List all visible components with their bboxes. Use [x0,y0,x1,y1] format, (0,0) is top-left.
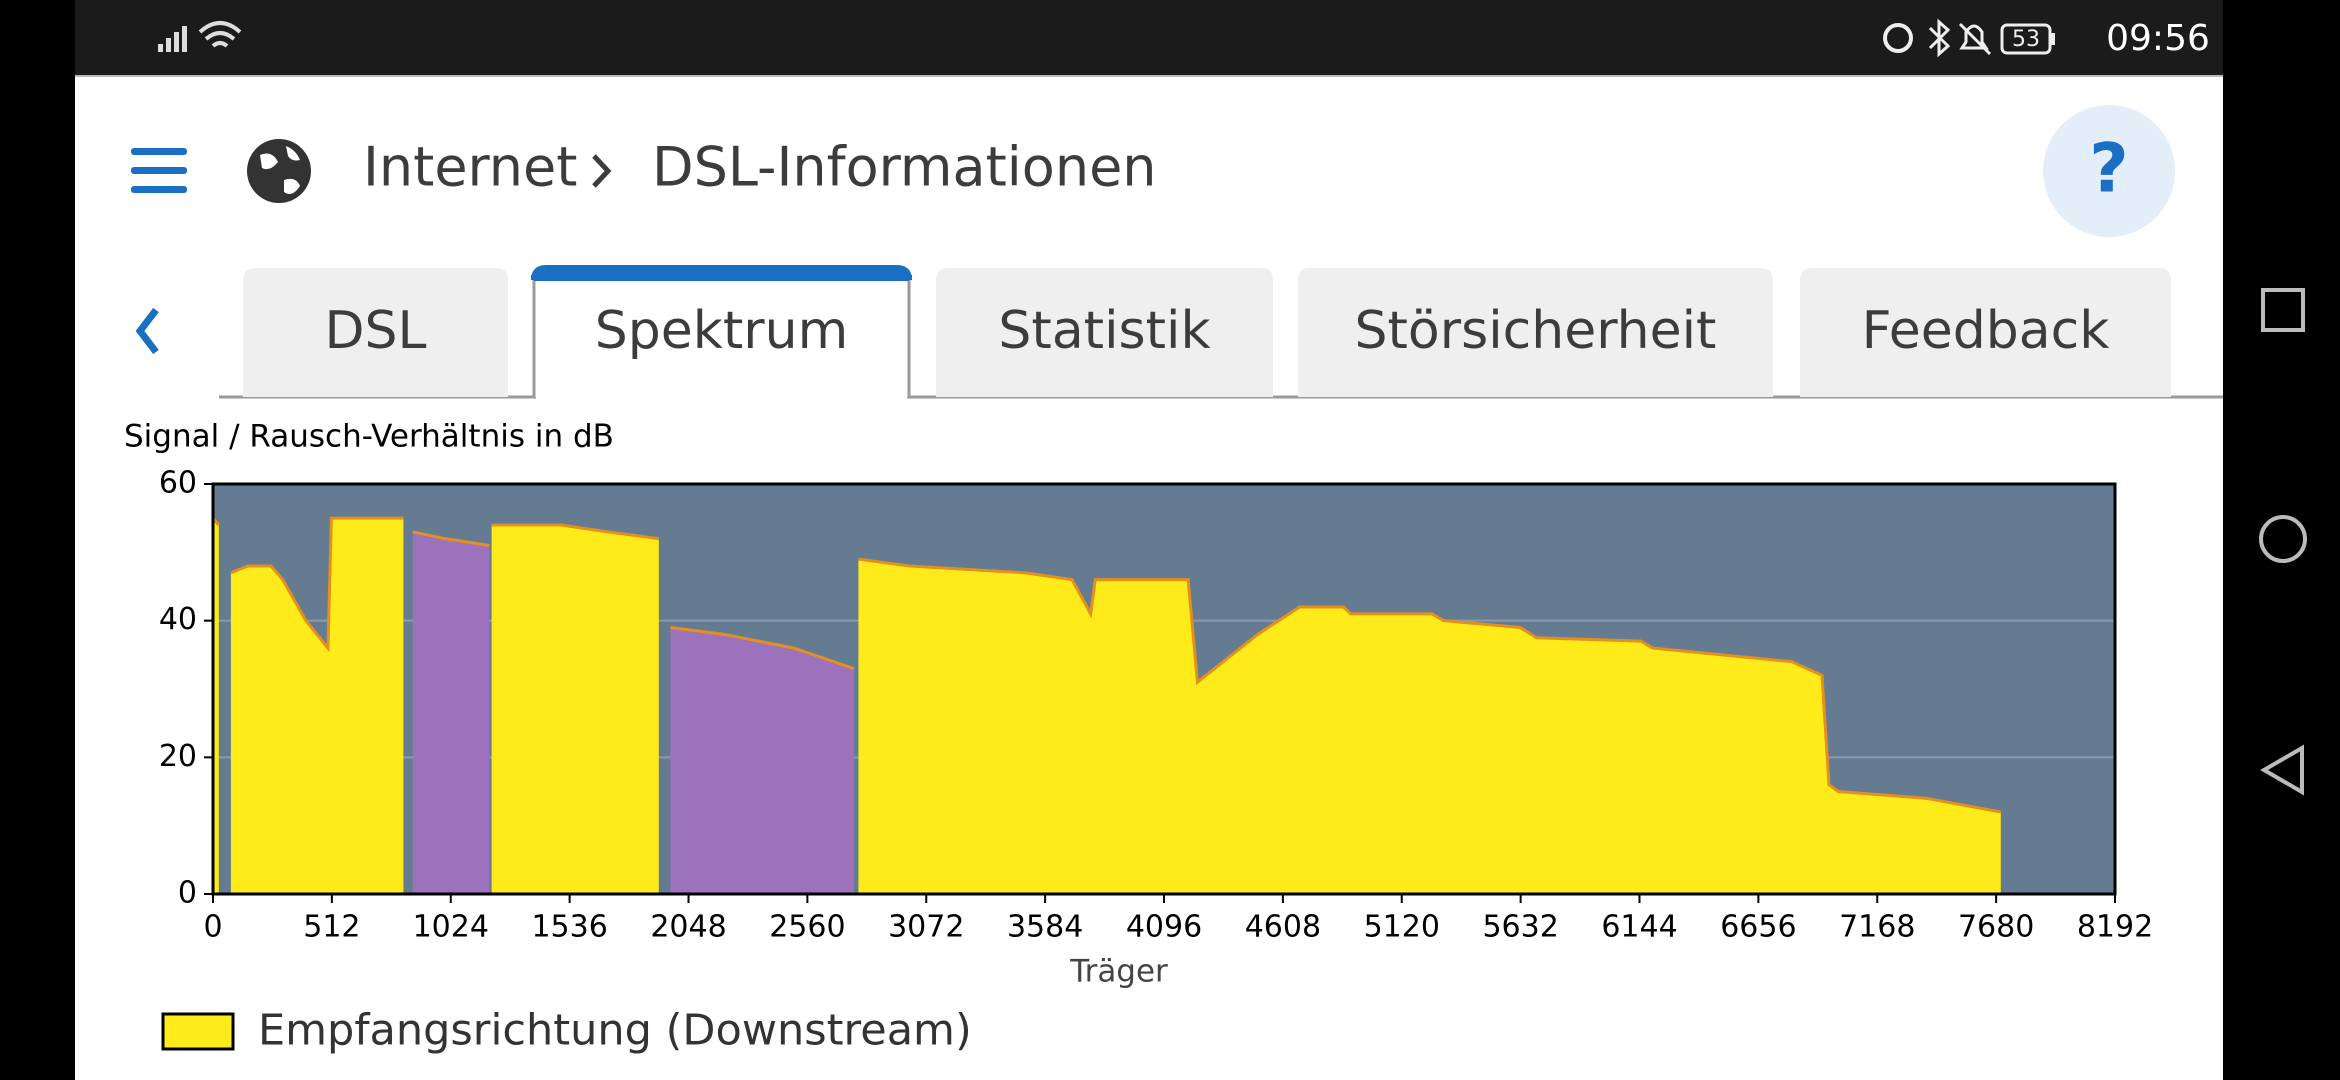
tab-label[interactable]: Störsicherheit [1355,301,1717,361]
breadcrumb-current: DSL-Informationen [652,136,1157,199]
bluetooth-icon [1928,18,1951,58]
nav-recents[interactable] [2261,288,2305,332]
clock: 09:56 [2106,18,2210,59]
help-icon[interactable]: ? [2089,130,2128,209]
x-tick-label: 512 [303,910,360,945]
tab-indicator [531,265,912,281]
y-tick-label: 0 [178,876,197,911]
tab-label[interactable]: Statistik [998,301,1210,361]
x-tick-label: 3072 [888,910,964,945]
battery-icon [2000,23,2052,55]
x-tick-label: 5632 [1482,910,1558,945]
nav-back[interactable] [2260,744,2304,796]
tab[interactable] [243,268,508,397]
y-tick-label: 40 [159,602,197,637]
x-tick-label: 6656 [1720,910,1796,945]
globe-land [260,146,300,194]
globe-icon [247,139,311,203]
breadcrumb-item[interactable]: Internet [363,136,577,199]
tab[interactable] [1800,268,2171,397]
x-tick-label: 6144 [1601,910,1677,945]
y-tick-label: 60 [159,466,197,501]
legend-label: Empfangsrichtung (Downstream) [258,1006,972,1056]
x-tick-label: 1024 [413,910,489,945]
nav-home[interactable] [2259,515,2307,563]
alarm-icon [1883,23,1913,53]
x-tick-label: 7168 [1839,910,1915,945]
tab-bar: DSL Spektrum Statistik Störsicherheit Feedba… [219,265,2223,400]
tab[interactable] [936,268,1273,397]
chart-title: Signal / Rausch-Verhältnis in dB [124,419,614,455]
area-line [412,530,855,670]
legend-swatch [161,1012,235,1051]
x-tick-label: 7680 [1958,910,2034,945]
tabs-back[interactable] [135,307,159,355]
menu-button[interactable] [131,148,187,193]
tab-label[interactable]: Feedback [1862,301,2110,361]
area-line [211,516,2002,814]
x-tick-label: 8192 [2077,910,2153,945]
x-tick-label: 1536 [531,910,607,945]
x-tick-label: 0 [203,910,222,945]
x-axis-label: Träger [1069,954,1168,990]
battery-level: 53 [2012,27,2040,52]
tab-label[interactable]: DSL [324,301,426,361]
x-tick-label: 2048 [650,910,726,945]
x-tick-label: 5120 [1364,910,1440,945]
signal-icon [158,26,187,52]
wifi-icon [198,21,242,48]
y-tick-label: 20 [159,739,197,774]
tab-label[interactable]: Spektrum [595,301,849,361]
tab[interactable] [1298,268,1773,397]
chart: Signal / Rausch-Verhältnis in dB 0 20 40 60 0… [124,419,2153,1056]
x-tick-label: 3584 [1007,910,1083,945]
x-tick-label: 4608 [1245,910,1321,945]
breadcrumb-separator [592,154,612,188]
x-tick-label: 4096 [1126,910,1202,945]
area-fill [412,531,854,894]
mute-icon [1958,22,1992,56]
x-tick-label: 2560 [769,910,845,945]
help-button[interactable] [2043,105,2175,237]
battery-tip [2051,33,2055,45]
area-fill [213,518,2001,894]
status-bar [75,0,2223,75]
tab-gap [536,394,907,400]
